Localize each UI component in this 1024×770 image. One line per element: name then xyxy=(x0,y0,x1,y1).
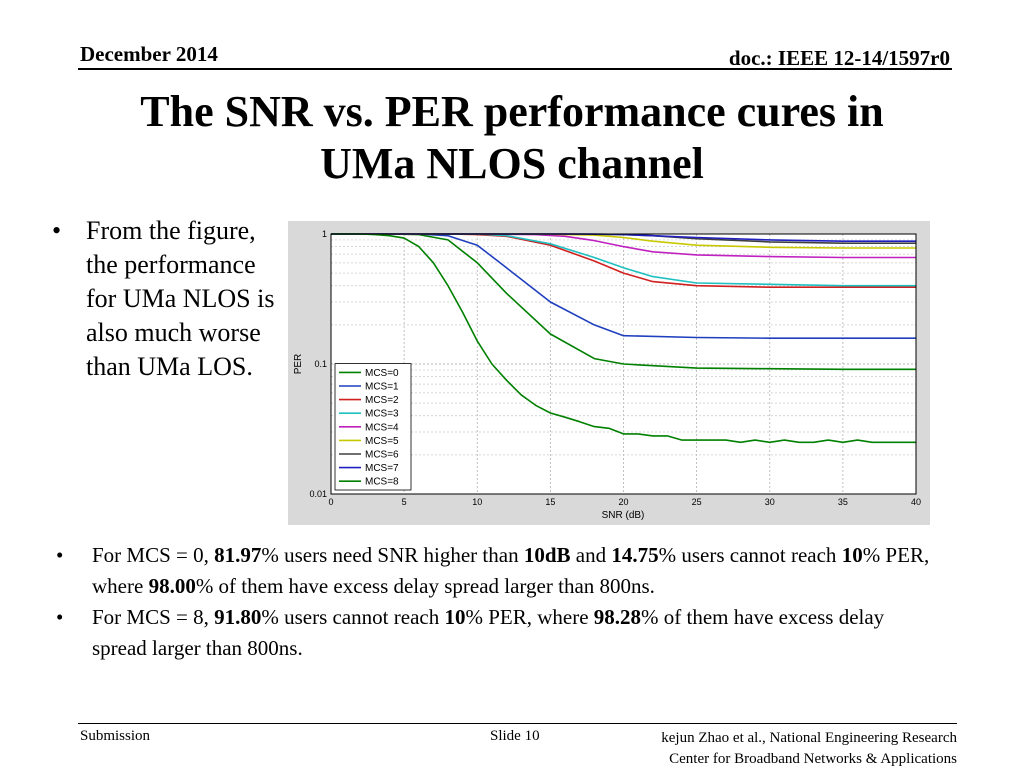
y-tick-label: 0.01 xyxy=(309,489,327,499)
value-delay-spread-share: 98.28 xyxy=(593,605,642,629)
text-run: % of them have excess delay spread large… xyxy=(195,574,655,598)
legend-label: MCS=3 xyxy=(365,409,399,420)
plot-frame xyxy=(330,233,917,495)
text-run: % users need SNR higher than xyxy=(261,543,524,567)
per-chart-svg: 0 5 10 15 20 25 30 35 40 1 0.1 0.01 SNR (dB) PER MC… xyxy=(293,229,921,521)
title-line-2: UMa NLOS channel xyxy=(320,139,704,188)
x-tick-label: 30 xyxy=(765,497,775,507)
slide-title: The SNR vs. PER performance cures in UMa… xyxy=(60,86,964,190)
text-run: and xyxy=(570,543,612,567)
x-axis-label: SNR (dB) xyxy=(602,510,645,521)
footer-author: kejun Zhao et al., National Engineering … xyxy=(661,728,957,770)
footer-author-line-1: kejun Zhao et al., National Engineering … xyxy=(661,730,957,746)
legend: MCS=0 MCS=1 MCS=2 MCS=3 MCS=4 MCS=5 MCS=6 MCS=7… xyxy=(334,363,412,491)
legend-label: MCS=7 xyxy=(365,463,399,474)
text-run: % of them have excess delay spread large… xyxy=(92,605,885,660)
footer-slide-number: Slide 10 xyxy=(490,728,540,744)
text-run: For MCS = 0, xyxy=(92,543,215,567)
footer-author-line-2: Center for Broadband Networks & Applicat… xyxy=(669,751,957,767)
value-per-target: 10 xyxy=(841,543,863,567)
bullet-dot-icon: • xyxy=(56,543,64,567)
bullet-mcs0: • For MCS = 0, 81.97% users need SNR hig… xyxy=(52,540,932,602)
footer-divider xyxy=(78,723,957,724)
x-tick-label: 20 xyxy=(618,497,628,507)
text-run: % PER, where xyxy=(465,605,594,629)
x-tick-label: 35 xyxy=(838,497,848,507)
header-doc-id: doc.: IEEE 12-14/1597r0 xyxy=(728,46,950,70)
text-run: For MCS = 8, xyxy=(92,605,215,629)
legend-label: MCS=2 xyxy=(365,395,399,406)
value-users-snr-above-10db: 81.97 xyxy=(214,543,262,567)
x-tick-label: 25 xyxy=(692,497,702,507)
legend-label: MCS=5 xyxy=(365,436,399,447)
y-tick-label: 0.1 xyxy=(314,359,327,369)
bullet-mcs8: • For MCS = 8, 91.80% users cannot reach… xyxy=(52,602,932,664)
value-users-cannot-reach: 14.75 xyxy=(611,543,659,567)
legend-label: MCS=1 xyxy=(365,382,399,393)
legend-label: MCS=6 xyxy=(365,450,399,461)
text-run: % users cannot reach xyxy=(658,543,842,567)
value-users-cannot-reach: 91.80 xyxy=(214,605,262,629)
legend-label: MCS=8 xyxy=(365,477,399,488)
legend-label: MCS=0 xyxy=(365,368,399,379)
value-per-target: 10 xyxy=(444,605,466,629)
header-divider xyxy=(78,68,952,70)
series-line-mcs-8 xyxy=(331,233,916,444)
x-tick-label: 15 xyxy=(545,497,555,507)
legend-label: MCS=4 xyxy=(365,422,399,433)
value-snr-threshold: 10dB xyxy=(523,543,571,567)
value-delay-spread-share: 98.00 xyxy=(148,574,196,598)
bullet-dot-icon: • xyxy=(52,216,62,245)
side-bullet-text: From the figure, the performance for UMa… xyxy=(86,216,275,381)
tick-labels: 0 5 10 15 20 25 30 35 40 1 0.1 0.01 xyxy=(309,229,921,507)
bullet-list: • For MCS = 0, 81.97% users need SNR hig… xyxy=(52,540,932,664)
per-chart: 0 5 10 15 20 25 30 35 40 1 0.1 0.01 SNR (dB) PER MC… xyxy=(288,221,930,525)
x-tick-label: 0 xyxy=(328,497,333,507)
bullet-dot-icon: • xyxy=(56,605,64,629)
title-line-1: The SNR vs. PER performance cures in xyxy=(140,87,884,136)
footer-submission: Submission xyxy=(80,728,151,744)
y-axis-label: PER xyxy=(293,354,304,375)
text-run: % users cannot reach xyxy=(261,605,445,629)
text-run: % PER, where xyxy=(92,543,930,598)
x-tick-label: 5 xyxy=(402,497,407,507)
x-tick-label: 10 xyxy=(472,497,482,507)
x-tick-label: 40 xyxy=(911,497,921,507)
header-date: December 2014 xyxy=(80,42,218,66)
y-tick-label: 1 xyxy=(322,229,327,239)
